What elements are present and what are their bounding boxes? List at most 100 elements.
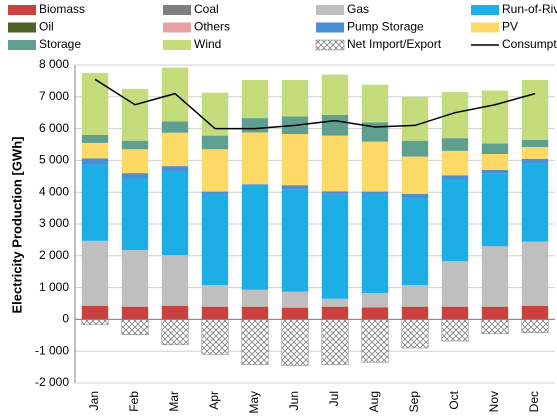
legend-label: Oil xyxy=(39,20,54,34)
bar-segment xyxy=(521,241,549,306)
y-tick-label: -1 000 xyxy=(35,343,69,357)
bar-segment xyxy=(441,306,469,320)
legend-label: Gas xyxy=(347,2,369,16)
bar-segment xyxy=(121,306,149,320)
bar-segment xyxy=(481,246,509,307)
bar-segment xyxy=(321,194,349,299)
bar-segment xyxy=(321,74,349,115)
legend-swatch xyxy=(316,22,344,33)
bar-segment xyxy=(81,240,109,306)
bar-segment xyxy=(241,132,269,185)
bar-segment xyxy=(121,173,149,179)
bar-segment xyxy=(441,150,469,176)
legend-swatch xyxy=(8,40,36,50)
bar-segment xyxy=(481,306,509,320)
bar-segment xyxy=(481,154,509,170)
bar-segment xyxy=(161,132,189,167)
bar-segment xyxy=(201,149,229,192)
bar-segment xyxy=(281,79,309,117)
bar-segment xyxy=(121,319,149,335)
legend-label: Biomass xyxy=(39,2,85,16)
bar-segment xyxy=(521,163,549,242)
legend-swatch xyxy=(471,5,499,15)
bar-segment xyxy=(81,305,109,320)
bar-segment xyxy=(241,79,269,119)
bar-segment xyxy=(361,84,389,123)
y-tick-label: 1 000 xyxy=(39,280,69,294)
consumption-line xyxy=(94,78,536,130)
legend-label: Wind xyxy=(194,37,221,51)
bar-segment xyxy=(521,158,549,164)
x-tick-label: Jul xyxy=(327,391,341,406)
bar-segment xyxy=(201,306,229,320)
bar-segment xyxy=(161,319,189,346)
legend-swatch xyxy=(163,40,191,50)
bar-segment xyxy=(401,96,429,141)
legend-swatch xyxy=(163,5,191,15)
legend-swatch xyxy=(316,5,344,15)
bar-segment xyxy=(81,158,109,165)
bar-segment xyxy=(121,88,149,141)
bar-segment xyxy=(361,141,389,192)
bar-segment xyxy=(201,135,229,150)
legend-label: Pump Storage xyxy=(347,20,424,34)
y-tick-label: 3 000 xyxy=(39,216,69,230)
legend-label: Consumption xyxy=(502,37,557,51)
bar-segment xyxy=(121,178,149,251)
bar-segment xyxy=(441,261,469,307)
bar-segment xyxy=(281,134,309,186)
y-tick-label: 6 000 xyxy=(39,121,69,135)
bar-segment xyxy=(281,189,309,292)
legend-label: PV xyxy=(502,20,518,34)
bar-segment xyxy=(201,319,229,355)
bar-segment xyxy=(241,306,269,320)
legend-label: Run-of-River xyxy=(502,2,557,16)
bar-segment xyxy=(521,79,549,140)
bar-segment xyxy=(241,184,269,186)
bar-segment xyxy=(321,306,349,320)
bar-segment xyxy=(521,319,549,334)
legend-label: Others xyxy=(194,20,230,34)
bar-segment xyxy=(81,319,109,326)
bar-segment xyxy=(321,298,349,307)
bar-segment xyxy=(321,135,349,192)
bar-segment xyxy=(361,307,389,320)
bar-segment xyxy=(241,319,269,365)
bar-segment xyxy=(241,289,269,307)
bar-segment xyxy=(401,319,429,349)
bar-segment xyxy=(321,114,349,136)
y-axis-label: Electricity Production [GWh] xyxy=(9,137,24,314)
bar-segment xyxy=(481,143,509,155)
bar-segment xyxy=(441,319,469,342)
bar-segment xyxy=(361,293,389,308)
legend-label: Net Import/Export xyxy=(347,37,442,51)
bar-segment xyxy=(281,185,309,190)
bar-segment xyxy=(121,140,149,150)
bar-segment xyxy=(201,194,229,286)
y-tick-label: -2 000 xyxy=(35,375,69,389)
legend-label: Coal xyxy=(194,2,219,16)
legend-swatch xyxy=(315,39,345,51)
bar-segment xyxy=(241,185,269,290)
x-tick-label: Aug xyxy=(367,391,381,412)
bar-segment xyxy=(361,319,389,363)
bar-segment xyxy=(81,134,109,143)
y-tick-label: 5 000 xyxy=(39,153,69,167)
bar-segment xyxy=(161,121,189,133)
bar-segment xyxy=(281,291,309,308)
bar-segment xyxy=(441,179,469,262)
x-tick-label: Apr xyxy=(207,391,221,410)
legend-swatch xyxy=(163,22,191,33)
bar-segment xyxy=(401,140,429,157)
bar-segment xyxy=(81,142,109,159)
bar-segment xyxy=(441,175,469,180)
bar-segment xyxy=(361,191,389,195)
bar-segment xyxy=(81,164,109,241)
bar-segment xyxy=(521,305,549,320)
bar-segment xyxy=(401,198,429,286)
x-tick-label: Jan xyxy=(87,391,101,410)
y-tick-label: 0 xyxy=(62,312,69,326)
bar-segment xyxy=(281,319,309,366)
legend-label: Storage xyxy=(39,37,81,51)
